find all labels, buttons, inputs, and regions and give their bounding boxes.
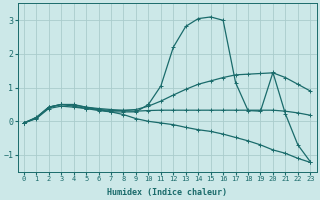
X-axis label: Humidex (Indice chaleur): Humidex (Indice chaleur) <box>107 188 227 197</box>
